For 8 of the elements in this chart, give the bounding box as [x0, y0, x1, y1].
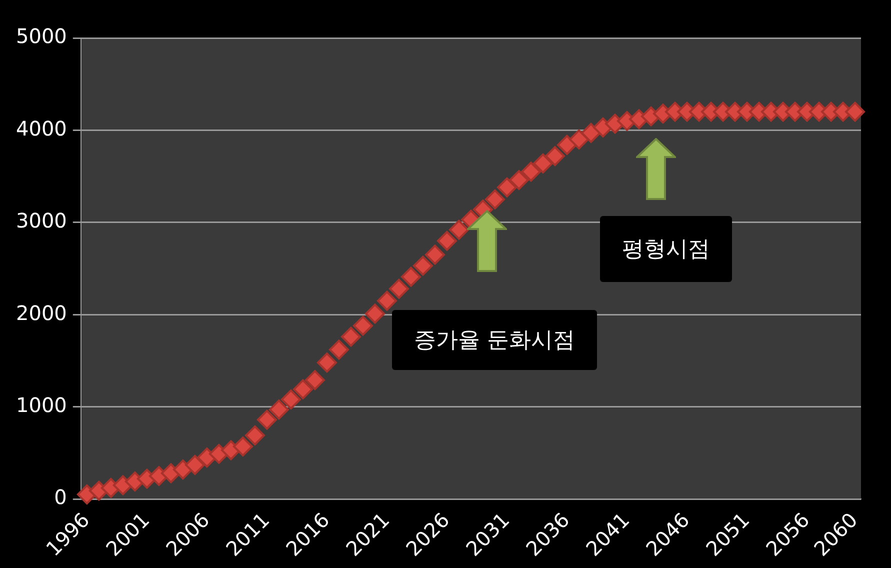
annotation: 증가율 둔화시점 [392, 310, 597, 370]
y-tick-label: 4000 [16, 116, 67, 140]
y-tick-label: 2000 [16, 300, 67, 325]
annotation: 평형시점 [600, 216, 732, 282]
y-tick-label: 0 [54, 485, 67, 510]
y-tick-label: 3000 [16, 208, 67, 233]
y-tick-label: 5000 [16, 24, 67, 48]
y-tick-label: 1000 [16, 393, 67, 418]
